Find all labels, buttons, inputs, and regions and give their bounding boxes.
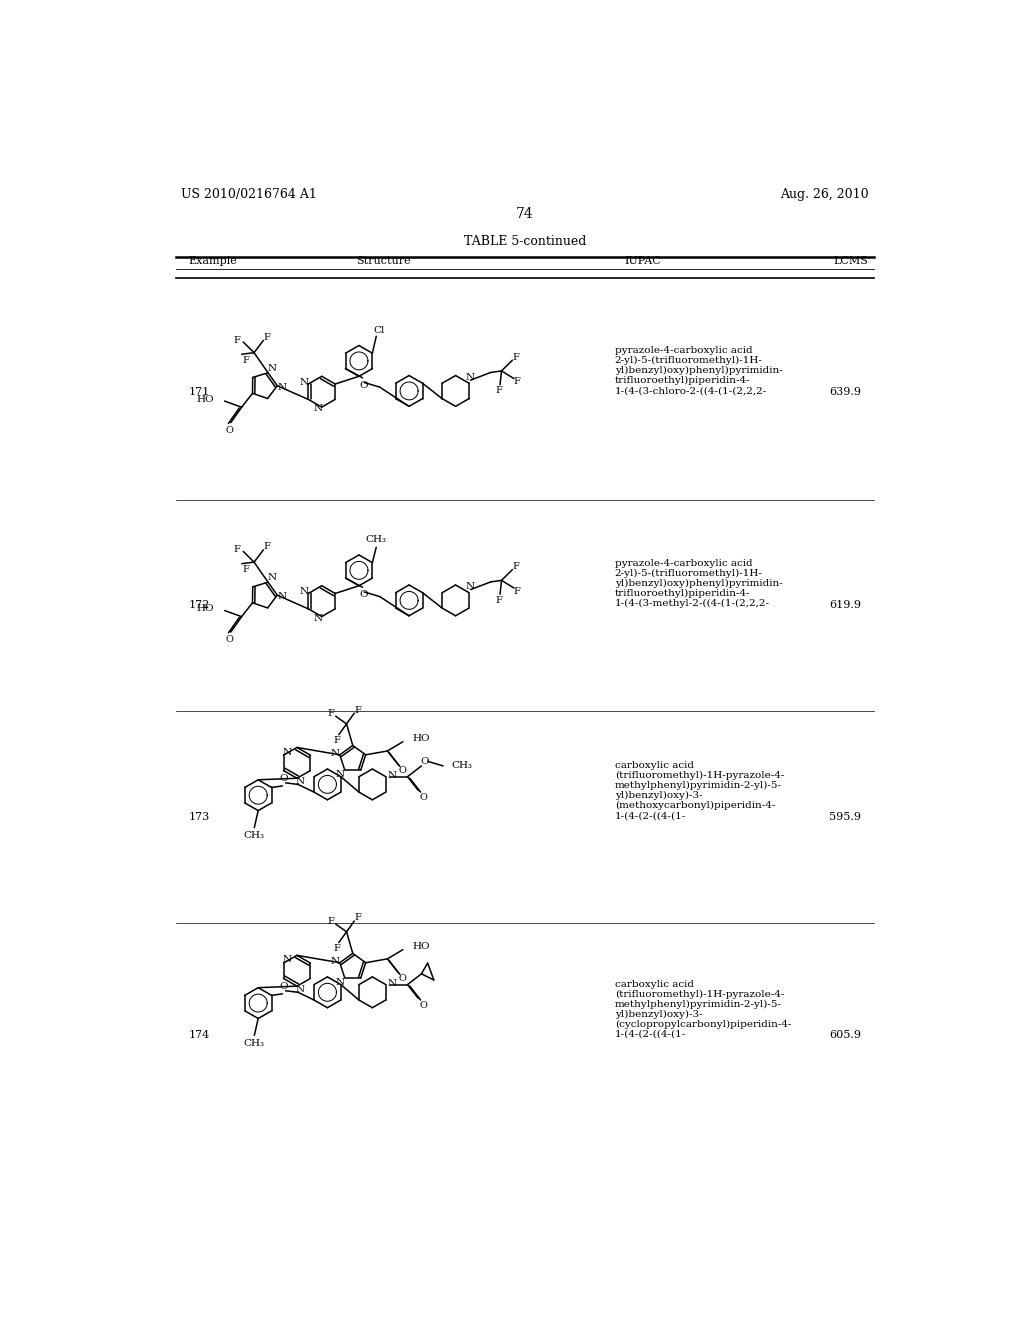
Text: yl)benzyl)oxy)-3-: yl)benzyl)oxy)-3- xyxy=(614,1010,702,1019)
Text: CH₃: CH₃ xyxy=(244,830,265,840)
Text: N: N xyxy=(267,573,276,582)
Text: O: O xyxy=(419,793,427,803)
Text: N: N xyxy=(313,614,323,623)
Text: 74: 74 xyxy=(516,207,534,222)
Text: O: O xyxy=(359,590,369,599)
Text: F: F xyxy=(233,545,241,554)
Text: Example: Example xyxy=(188,256,238,265)
Text: N: N xyxy=(331,748,340,758)
Text: O: O xyxy=(399,766,407,775)
Text: 1-(4-(2-((4-(1-: 1-(4-(2-((4-(1- xyxy=(614,810,686,820)
Text: LCMS: LCMS xyxy=(834,256,868,265)
Text: 171: 171 xyxy=(188,387,210,397)
Text: N: N xyxy=(331,957,340,966)
Text: N: N xyxy=(387,978,396,987)
Text: O: O xyxy=(359,381,369,389)
Text: (methoxycarbonyl)piperidin-4-: (methoxycarbonyl)piperidin-4- xyxy=(614,801,775,810)
Text: 174: 174 xyxy=(188,1031,210,1040)
Text: N: N xyxy=(278,593,287,601)
Text: US 2010/0216764 A1: US 2010/0216764 A1 xyxy=(180,189,316,202)
Text: yl)benzyl)oxy)phenyl)pyrimidin-: yl)benzyl)oxy)phenyl)pyrimidin- xyxy=(614,579,782,589)
Text: F: F xyxy=(512,562,519,572)
Text: N: N xyxy=(313,404,323,413)
Text: N: N xyxy=(300,587,309,597)
Text: Cl: Cl xyxy=(373,326,384,334)
Text: F: F xyxy=(514,378,520,387)
Text: trifluoroethyl)piperidin-4-: trifluoroethyl)piperidin-4- xyxy=(614,589,751,598)
Text: F: F xyxy=(334,737,341,746)
Text: F: F xyxy=(514,586,520,595)
Text: F: F xyxy=(263,543,270,552)
Text: (trifluoromethyl)-1H-pyrazole-4-: (trifluoromethyl)-1H-pyrazole-4- xyxy=(614,771,784,780)
Text: CH₃: CH₃ xyxy=(244,1039,265,1048)
Text: 595.9: 595.9 xyxy=(829,812,861,822)
Text: yl)benzyl)oxy)-3-: yl)benzyl)oxy)-3- xyxy=(614,791,702,800)
Text: 2-yl)-5-(trifluoromethyl)-1H-: 2-yl)-5-(trifluoromethyl)-1H- xyxy=(614,356,763,366)
Text: O: O xyxy=(419,1001,427,1010)
Text: N: N xyxy=(466,582,475,591)
Text: F: F xyxy=(243,565,250,574)
Text: 2-yl)-5-(trifluoromethyl)-1H-: 2-yl)-5-(trifluoromethyl)-1H- xyxy=(614,569,763,578)
Text: F: F xyxy=(495,387,502,396)
Text: yl)benzyl)oxy)phenyl)pyrimidin-: yl)benzyl)oxy)phenyl)pyrimidin- xyxy=(614,366,782,375)
Text: methylphenyl)pyrimidin-2-yl)-5-: methylphenyl)pyrimidin-2-yl)-5- xyxy=(614,781,781,791)
Text: F: F xyxy=(512,352,519,362)
Text: 1-(4-(2-((4-(1-: 1-(4-(2-((4-(1- xyxy=(614,1030,686,1039)
Text: HO: HO xyxy=(413,734,430,743)
Text: F: F xyxy=(263,333,270,342)
Text: N: N xyxy=(336,770,345,779)
Text: 172: 172 xyxy=(188,601,210,610)
Text: 639.9: 639.9 xyxy=(829,387,861,397)
Text: F: F xyxy=(243,356,250,364)
Text: F: F xyxy=(495,595,502,605)
Text: O: O xyxy=(420,756,429,766)
Text: N: N xyxy=(282,747,291,756)
Text: 1-(4-(3-methyl-2-((4-(1-(2,2,2-: 1-(4-(3-methyl-2-((4-(1-(2,2,2- xyxy=(614,599,770,609)
Text: F: F xyxy=(328,916,335,925)
Text: N: N xyxy=(296,777,304,785)
Text: F: F xyxy=(328,709,335,718)
Text: O: O xyxy=(280,774,289,783)
Text: O: O xyxy=(399,974,407,982)
Text: (cyclopropylcarbonyl)piperidin-4-: (cyclopropylcarbonyl)piperidin-4- xyxy=(614,1020,792,1028)
Text: carboxylic acid: carboxylic acid xyxy=(614,762,693,770)
Text: N: N xyxy=(300,378,309,387)
Text: TABLE 5-continued: TABLE 5-continued xyxy=(464,235,586,248)
Text: O: O xyxy=(280,982,289,990)
Text: pyrazole-4-carboxylic acid: pyrazole-4-carboxylic acid xyxy=(614,560,753,569)
Text: carboxylic acid: carboxylic acid xyxy=(614,979,693,989)
Text: N: N xyxy=(466,372,475,381)
Text: HO: HO xyxy=(413,942,430,950)
Text: HO: HO xyxy=(197,395,214,404)
Text: methylphenyl)pyrimidin-2-yl)-5-: methylphenyl)pyrimidin-2-yl)-5- xyxy=(614,999,781,1008)
Text: pyrazole-4-carboxylic acid: pyrazole-4-carboxylic acid xyxy=(614,346,753,355)
Text: F: F xyxy=(354,913,360,923)
Text: F: F xyxy=(354,705,360,714)
Text: CH₃: CH₃ xyxy=(366,535,387,544)
Text: F: F xyxy=(233,335,241,345)
Text: trifluoroethyl)piperidin-4-: trifluoroethyl)piperidin-4- xyxy=(614,376,751,385)
Text: N: N xyxy=(267,363,276,372)
Text: N: N xyxy=(336,978,345,987)
Text: N: N xyxy=(282,956,291,965)
Text: O: O xyxy=(225,426,233,434)
Text: N: N xyxy=(387,771,396,780)
Text: Structure: Structure xyxy=(356,256,411,265)
Text: IUPAC: IUPAC xyxy=(624,256,660,265)
Text: F: F xyxy=(334,944,341,953)
Text: (trifluoromethyl)-1H-pyrazole-4-: (trifluoromethyl)-1H-pyrazole-4- xyxy=(614,990,784,999)
Text: 619.9: 619.9 xyxy=(829,601,861,610)
Text: O: O xyxy=(225,635,233,644)
Text: N: N xyxy=(278,383,287,392)
Text: HO: HO xyxy=(197,605,214,614)
Text: 1-(4-(3-chloro-2-((4-(1-(2,2,2-: 1-(4-(3-chloro-2-((4-(1-(2,2,2- xyxy=(614,385,767,395)
Text: N: N xyxy=(296,985,304,994)
Text: 173: 173 xyxy=(188,812,210,822)
Text: Aug. 26, 2010: Aug. 26, 2010 xyxy=(780,189,869,202)
Text: 605.9: 605.9 xyxy=(829,1031,861,1040)
Text: CH₃: CH₃ xyxy=(451,762,472,771)
